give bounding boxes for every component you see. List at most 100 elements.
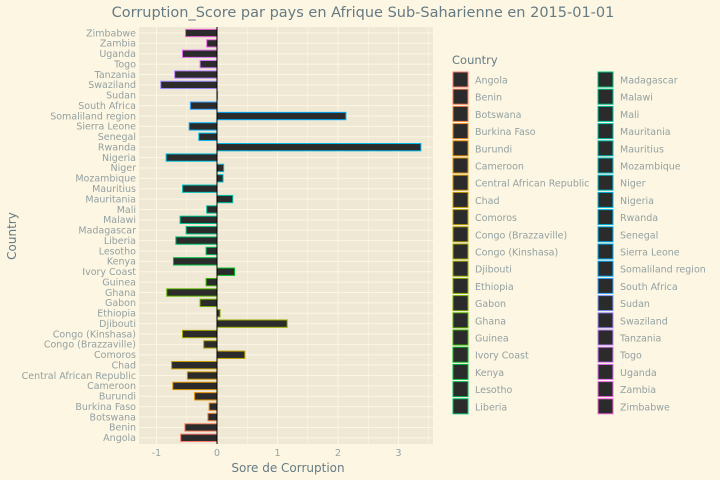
legend-label: Gabon — [475, 299, 506, 310]
bar-gabon — [199, 298, 218, 308]
legend-key-south-africa — [597, 277, 614, 294]
y-tick-label: Angola — [103, 433, 136, 444]
y-tick-label: Rwanda — [98, 142, 136, 153]
legend-key-kenya — [452, 363, 469, 380]
y-tick-label: Cameroon — [87, 381, 136, 392]
legend-key-tanzania — [597, 329, 614, 346]
y-axis-label: Country — [5, 212, 19, 260]
legend-label: Lesotho — [475, 385, 512, 396]
x-tick-labels: -1 0 1 2 3 — [152, 448, 402, 459]
legend-label: Djibouti — [475, 265, 512, 276]
legend-key-rwanda — [597, 209, 614, 226]
legend-key-niger — [597, 174, 614, 191]
legend-key-somaliland-region — [597, 260, 614, 277]
legend-label: Rwanda — [620, 213, 658, 224]
bar-zambia — [206, 39, 218, 48]
bars — [160, 28, 422, 442]
legend-key-central-african-republic — [452, 174, 469, 191]
bar-kenya — [172, 257, 218, 266]
y-tick-label: Ethiopia — [97, 309, 136, 320]
y-tick-label: Benin — [109, 423, 136, 434]
legend-label: South Africa — [620, 282, 678, 293]
y-tick-label: Zambia — [100, 39, 136, 50]
bar-swaziland — [160, 80, 218, 90]
legend-label: Liberia — [475, 402, 507, 413]
legend-key-ghana — [452, 312, 469, 329]
y-tick-label: Burundi — [99, 392, 136, 403]
legend-key-congo-brazzaville — [452, 226, 469, 243]
bar-mauritania — [216, 194, 234, 204]
bar-benin — [184, 423, 218, 432]
y-tick-label: Central African Republic — [22, 371, 136, 382]
legend-key-burundi — [452, 140, 469, 157]
bar-malawi — [179, 215, 218, 224]
bar-congo-brazzaville — [203, 340, 218, 349]
bar-nigeria — [165, 153, 218, 162]
legend-label: Mozambique — [620, 162, 681, 173]
legend-label: Swaziland — [620, 316, 668, 327]
legend-key-sierra-leone — [597, 243, 614, 260]
legend-label: Mauritania — [620, 127, 671, 138]
legend-label: Tanzania — [619, 334, 661, 345]
legend-label: Comoros — [475, 213, 517, 224]
y-tick-label: Guinea — [102, 277, 136, 288]
legend-label: Uganda — [620, 368, 657, 379]
legend-key-comoros — [452, 209, 469, 226]
y-tick-label: Mauritius — [92, 184, 136, 195]
legend-label: Angola — [475, 76, 508, 87]
y-tick-label: South Africa — [78, 101, 136, 112]
bar-rwanda — [216, 143, 422, 152]
y-tick-label: Mozambique — [75, 174, 136, 185]
legend-key-gabon — [452, 295, 469, 312]
bar-djibouti — [216, 319, 288, 328]
legend-key-guinea — [452, 329, 469, 346]
legend-label: Benin — [475, 93, 502, 104]
bar-congo-kinshasa — [182, 329, 218, 339]
bar-ghana — [166, 288, 218, 297]
x-tick-label: -1 — [152, 448, 161, 459]
y-tick-label: Ghana — [105, 288, 136, 299]
y-tick-label: Malawi — [103, 215, 136, 226]
legend-key-congo-kinshasa — [452, 243, 469, 260]
bar-senegal — [198, 132, 218, 141]
bar-somaliland-region — [216, 111, 347, 121]
bar-uganda — [182, 49, 218, 58]
bar-tanzania — [174, 70, 218, 79]
legend-key-mauritania — [597, 123, 614, 140]
y-tick-label: Congo (Brazzaville) — [44, 340, 136, 351]
bar-south-africa — [189, 101, 218, 110]
bar-burundi — [194, 392, 218, 401]
legend-key-cameroon — [452, 157, 469, 174]
y-tick-label: Gabon — [105, 298, 136, 309]
legend-label: Burundi — [475, 144, 512, 155]
legend-key-uganda — [597, 363, 614, 380]
bar-zimbabwe — [185, 28, 218, 38]
legend-label: Chad — [475, 196, 500, 207]
legend-key-senegal — [597, 226, 614, 243]
legend-label: Ivory Coast — [475, 351, 529, 362]
y-tick-label: Somaliland region — [50, 111, 136, 122]
y-tick-label: Swaziland — [88, 80, 136, 91]
bar-central-african-republic — [186, 371, 218, 380]
legend-key-burkina-faso — [452, 123, 469, 140]
legend-key-madagascar — [597, 71, 614, 88]
legend-label: Ghana — [475, 316, 506, 327]
y-tick-label: Chad — [111, 360, 136, 371]
y-tick-label: Comoros — [94, 350, 136, 361]
legend-label: Sierra Leone — [620, 248, 680, 259]
legend-label: Guinea — [475, 334, 509, 345]
bar-mali — [206, 205, 218, 214]
y-tick-label: Senegal — [98, 132, 136, 143]
x-tick-label: 0 — [214, 448, 220, 459]
legend-label: Somaliland region — [620, 265, 706, 276]
legend-label: Congo (Brazzaville) — [475, 230, 567, 241]
bar-lesotho — [205, 246, 218, 256]
bar-liberia — [175, 236, 218, 245]
legend-label: Madagascar — [620, 76, 678, 87]
bar-niger — [216, 163, 225, 173]
legend-key-togo — [597, 346, 614, 363]
legend-key-zimbabwe — [597, 398, 614, 415]
legend-key-nigeria — [597, 191, 614, 208]
legend: Angola Benin Botswana Burkina Faso Burundi Ca… — [452, 71, 706, 415]
x-tick-label: 1 — [274, 448, 280, 459]
